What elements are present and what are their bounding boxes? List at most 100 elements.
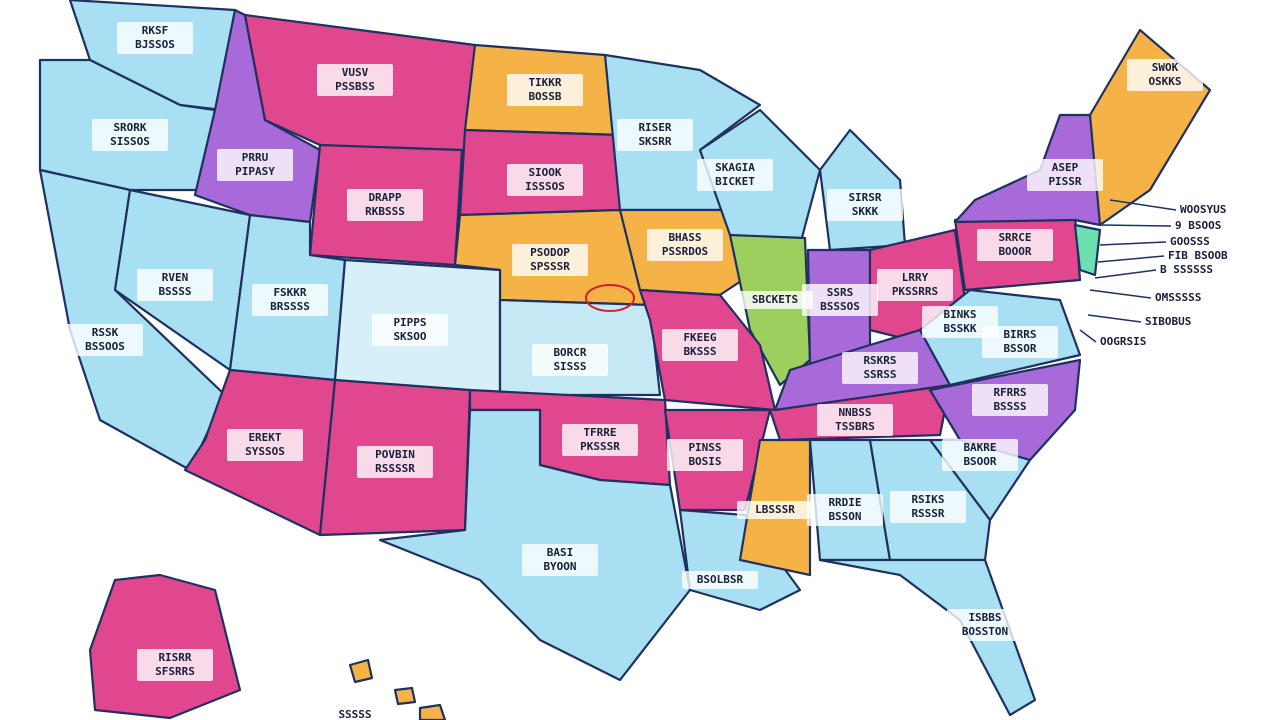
label-box <box>890 491 966 523</box>
state-shape <box>1073 223 1102 277</box>
state-label: SIOOK <box>528 166 561 179</box>
state-label: BSSON <box>828 510 861 523</box>
callout-label: GOOSSS <box>1170 235 1210 248</box>
state-label: BSSSS <box>158 285 191 298</box>
label-box <box>617 119 693 151</box>
label-box <box>532 344 608 376</box>
callout-line <box>1087 314 1142 323</box>
state-label: POVBIN <box>375 448 415 461</box>
state-label: SRRCE <box>998 231 1031 244</box>
state-label: PINSS <box>688 441 721 454</box>
state-label: ASEP <box>1052 161 1079 174</box>
state-label: DRAPP <box>368 191 401 204</box>
state-label: BOSSB <box>528 90 561 103</box>
state-label: BOSSTON <box>962 625 1008 638</box>
state-label: BIRRS <box>1003 328 1036 341</box>
state-label: BASI <box>547 546 574 559</box>
state-label: ISSSOS <box>525 180 565 193</box>
state-label: TIKKR <box>528 76 561 89</box>
label-box <box>807 494 883 526</box>
callout-line <box>1094 269 1157 279</box>
label-box <box>1027 159 1103 191</box>
state-label: SSRSS <box>863 368 896 381</box>
label-box <box>317 706 393 720</box>
state-label: SSRS <box>827 286 854 299</box>
island <box>348 658 374 684</box>
label-box <box>357 446 433 478</box>
label-box <box>667 439 743 471</box>
label-box <box>317 64 393 96</box>
highlight-circle <box>585 284 635 312</box>
state-label: PIPASY <box>235 165 275 178</box>
label-box <box>67 324 143 356</box>
state-label: SKKK <box>852 205 879 218</box>
callout-line <box>1099 241 1167 246</box>
callout-line <box>1089 289 1152 299</box>
label-box <box>842 352 918 384</box>
state-label: TSSBRS <box>835 420 875 433</box>
callout-label: FIB BSOOB <box>1168 249 1228 262</box>
state-label: SRORK <box>113 121 146 134</box>
state-label: RISER <box>638 121 671 134</box>
state-label: BSOOR <box>963 455 996 468</box>
label-box <box>522 544 598 576</box>
state-label: SYSSOS <box>245 445 285 458</box>
label-box <box>877 269 953 301</box>
state-label: RSSSR <box>911 507 944 520</box>
state-label: RKSF <box>142 24 169 37</box>
state-label: PKSSSR <box>580 440 620 453</box>
callout-line <box>1109 199 1177 211</box>
label-box <box>117 22 193 54</box>
state-label: FKEEG <box>683 331 716 344</box>
label-box <box>942 439 1018 471</box>
state-label: BSSSOS <box>820 300 860 313</box>
state-label: BSSKK <box>943 322 976 335</box>
label-box <box>737 291 813 309</box>
label-box <box>92 119 168 151</box>
island <box>393 686 417 706</box>
state-label: RSSSSR <box>375 462 415 475</box>
label-box <box>817 404 893 436</box>
state-label: SPSSSR <box>530 260 570 273</box>
state-label: RSSK <box>92 326 119 339</box>
state-label: PSSBSS <box>335 80 375 93</box>
label-box <box>682 571 758 589</box>
state-label: EREKT <box>248 431 281 444</box>
state-label: FSKKR <box>273 286 306 299</box>
state-label: BYOON <box>543 560 576 573</box>
state-label: PKSSRRS <box>892 285 938 298</box>
state-label: SISSOS <box>110 135 150 148</box>
label-box <box>1127 59 1203 91</box>
state-label: BOSIS <box>688 455 721 468</box>
state-shape <box>818 558 1037 717</box>
state-label: SISSS <box>553 360 586 373</box>
state-label: BORCR <box>553 346 586 359</box>
label-box <box>507 74 583 106</box>
state-label: OSKKS <box>1148 75 1181 88</box>
state-label: RISRR <box>158 651 191 664</box>
state-label: BKSSS <box>683 345 716 358</box>
label-box <box>972 384 1048 416</box>
state-label: PRRU <box>242 151 269 164</box>
label-box <box>512 244 588 276</box>
state-label: PISSR <box>1048 175 1081 188</box>
label-box <box>347 189 423 221</box>
state-label: RKBSSS <box>365 205 405 218</box>
callout-line <box>1079 329 1097 343</box>
callout-label: OOGRSIS <box>1100 335 1146 348</box>
state-label: BRSSSS <box>270 300 310 313</box>
state-label: BAKRE <box>963 441 996 454</box>
label-box <box>372 314 448 346</box>
label-box <box>697 159 773 191</box>
state-label: ISBBS <box>968 611 1001 624</box>
callout-label: WOOSYUS <box>1180 203 1226 216</box>
state-label: SKAGIA <box>715 161 755 174</box>
label-box <box>662 329 738 361</box>
state-label: SKSOO <box>393 330 426 343</box>
callout-line <box>1099 224 1172 227</box>
label-box <box>562 424 638 456</box>
state-label: VUSV <box>342 66 369 79</box>
label-box <box>922 306 998 338</box>
state-label: BJSSOS <box>135 38 175 51</box>
